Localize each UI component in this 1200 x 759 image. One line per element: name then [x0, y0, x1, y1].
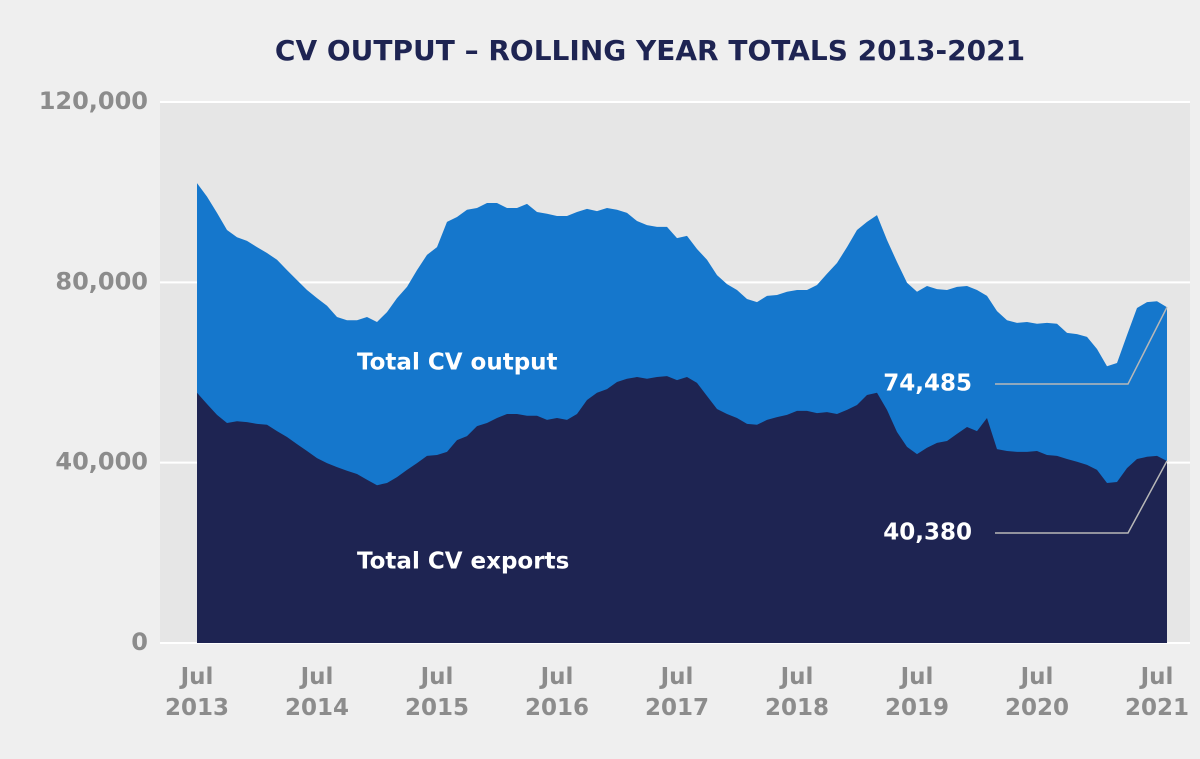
- x-tick-label-line: 2017: [645, 695, 709, 721]
- x-tick-label: Jul 2013: [165, 664, 229, 721]
- x-tick-label-line: 2015: [405, 695, 469, 721]
- x-tick-label: Jul 2017: [645, 664, 709, 721]
- x-tick-label-line: Jul: [779, 664, 814, 690]
- x-tick-label-line: 2013: [165, 695, 229, 721]
- series-label: Total CV exports: [357, 549, 569, 575]
- x-tick-label-line: Jul: [419, 664, 454, 690]
- x-tick-label-line: Jul: [539, 664, 574, 690]
- x-tick-label-line: 2016: [525, 695, 589, 721]
- leader-line: [995, 306, 1168, 385]
- value-label: 74,485: [883, 371, 972, 397]
- x-tick-label: Jul 2020: [1005, 664, 1069, 721]
- y-tick-label: 80,000: [55, 267, 148, 295]
- x-tick-label-line: Jul: [179, 664, 214, 690]
- series-label: Total CV output: [357, 350, 558, 376]
- x-tick-label: Jul 2015: [405, 664, 469, 721]
- chart-title: CV OUTPUT – ROLLING YEAR TOTALS 2013-202…: [275, 34, 1025, 67]
- x-tick-label-line: Jul: [1019, 664, 1054, 690]
- x-tick-label-line: Jul: [659, 664, 694, 690]
- leader-line: [995, 460, 1168, 534]
- x-tick-label-line: Jul: [1139, 664, 1174, 690]
- x-tick-label-line: 2020: [1005, 695, 1069, 721]
- y-tick-label: 120,000: [39, 87, 148, 115]
- x-tick-label: Jul 2018: [765, 664, 829, 721]
- x-tick-label-line: 2018: [765, 695, 829, 721]
- y-tick-label: 40,000: [55, 448, 148, 476]
- x-tick-label-line: 2021: [1125, 695, 1189, 721]
- x-tick-label-line: 2014: [285, 695, 349, 721]
- x-tick-label-line: Jul: [299, 664, 334, 690]
- x-tick-label: Jul 2021: [1125, 664, 1189, 721]
- value-label: 40,380: [883, 520, 972, 546]
- y-tick-label: 0: [131, 628, 148, 656]
- x-tick-label: Jul 2014: [285, 664, 349, 721]
- x-tick-label-line: Jul: [899, 664, 934, 690]
- x-tick-label: Jul 2019: [885, 664, 949, 721]
- area: [197, 376, 1167, 643]
- x-tick-label-line: 2019: [885, 695, 949, 721]
- x-tick-label: Jul 2016: [525, 664, 589, 721]
